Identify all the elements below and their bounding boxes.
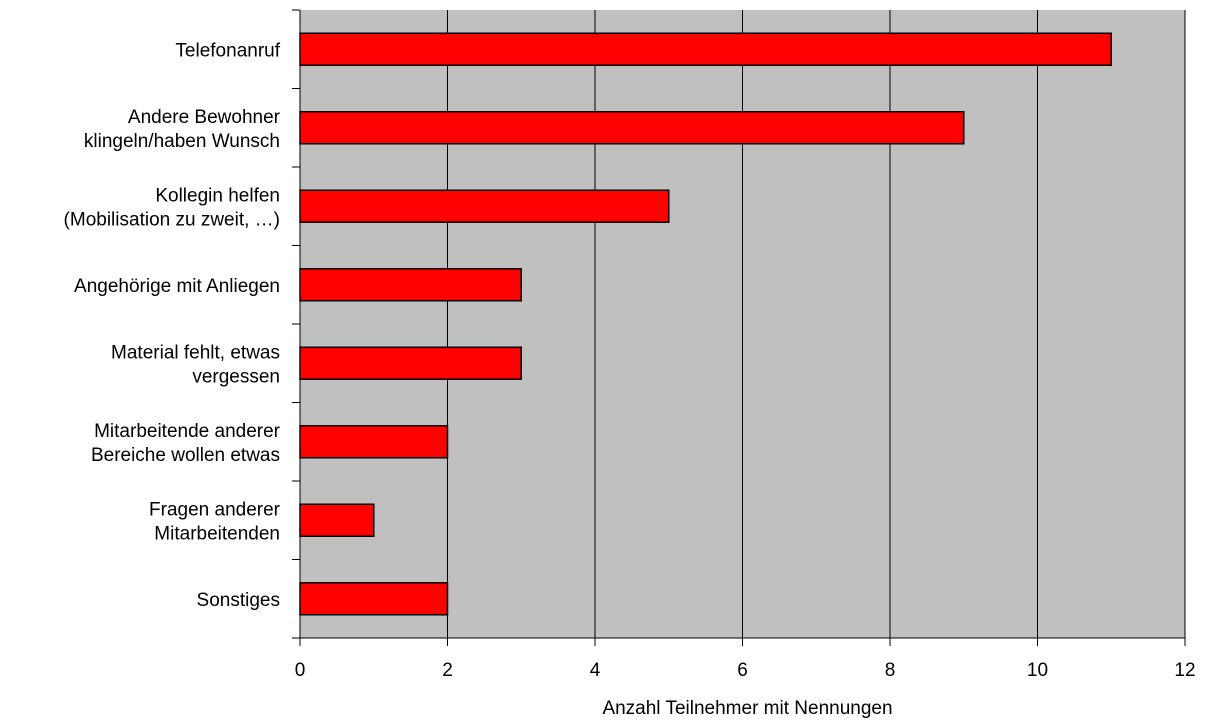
category-label: Material fehlt, etwas vergessen [111,342,280,387]
category-label-line: Sonstiges [197,590,280,611]
category-label-line: Angehörige mit Anliegen [74,276,280,297]
bar [299,425,449,459]
bar [299,32,1112,66]
category-label-line: Material fehlt, etwas [111,342,280,363]
x-tick-labels: 0 2 4 6 8 10 12 [295,660,1196,681]
category-label-line: Mitarbeitenden [154,523,280,544]
category-label: Kollegin helfen (Mobilisation zu zweit, …… [64,185,280,230]
category-label: Telefonanruf [175,40,280,61]
category-label-line: vergessen [192,366,280,387]
category-label: Angehörige mit Anliegen [74,276,280,297]
x-tick-label: 0 [295,660,306,681]
x-tick-label: 4 [590,660,601,681]
category-label: Mitarbeitende anderer Bereiche wollen etw… [91,421,281,466]
category-label-line: Telefonanruf [175,40,280,61]
category-label: Andere Bewohner klingeln/haben Wunsch [84,107,281,152]
x-tick-label: 12 [1174,660,1195,681]
category-labels: Telefonanruf Andere Bewohner klingeln/habe… [64,40,281,611]
bars [299,32,1112,616]
x-tick-label: 10 [1027,660,1048,681]
x-tick-label: 6 [737,660,748,681]
axes [292,9,1186,646]
category-label-line: Fragen anderer [149,499,281,520]
category-label-line: Kollegin helfen [155,185,280,206]
x-axis-title: Anzahl Teilnehmer mit Nennungen [602,698,892,719]
category-label-line: klingeln/haben Wunsch [84,131,280,152]
x-tick-label: 2 [442,660,453,681]
bar [299,503,375,537]
category-label-line: Mitarbeitende anderer [94,421,281,442]
category-label: Sonstiges [197,590,280,611]
category-label-line: (Mobilisation zu zweit, …) [64,209,280,230]
x-tick-label: 8 [885,660,896,681]
category-label: Fragen anderer Mitarbeitenden [149,499,281,544]
category-label-line: Andere Bewohner [128,107,281,128]
bar [299,189,670,223]
bar [299,346,522,380]
bar [299,582,449,616]
bar [299,268,522,302]
bar [299,111,965,145]
category-label-line: Bereiche wollen etwas [91,445,280,466]
